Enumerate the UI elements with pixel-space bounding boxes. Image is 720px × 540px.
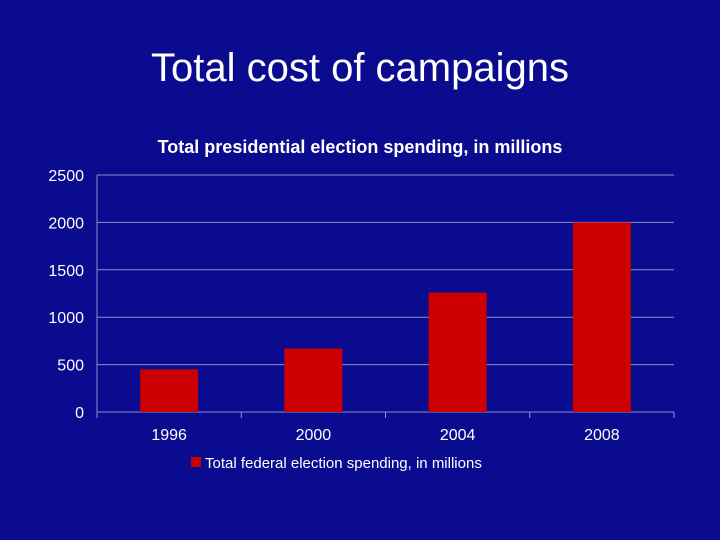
- bars: [140, 222, 631, 412]
- y-axis-ticks: 0 500 1000 1500 2000 2500: [48, 168, 84, 422]
- y-tick-label: 1000: [48, 310, 84, 327]
- y-tick-label: 500: [57, 358, 84, 375]
- x-tick-label: 2004: [440, 427, 476, 444]
- bar-2008: [572, 222, 631, 412]
- legend-swatch: [191, 457, 201, 467]
- x-tick-label: 1996: [151, 427, 187, 444]
- bar-1996: [140, 369, 199, 412]
- x-axis-ticks: 1996 2000 2004 2008: [151, 427, 619, 444]
- y-tick-label: 0: [75, 405, 84, 422]
- chart-title: Total presidential election spending, in…: [158, 137, 563, 157]
- y-tick-label: 1500: [48, 263, 84, 280]
- y-tick-label: 2500: [48, 168, 84, 185]
- bar-2004: [428, 292, 487, 412]
- x-tick-label: 2000: [296, 427, 332, 444]
- legend-label: Total federal election spending, in mill…: [205, 455, 482, 472]
- legend: Total federal election spending, in mill…: [191, 455, 482, 472]
- x-tick-label: 2008: [584, 427, 620, 444]
- y-tick-label: 2000: [48, 215, 84, 232]
- slide-title: Total cost of campaigns: [151, 46, 569, 90]
- bar-2000: [284, 348, 343, 412]
